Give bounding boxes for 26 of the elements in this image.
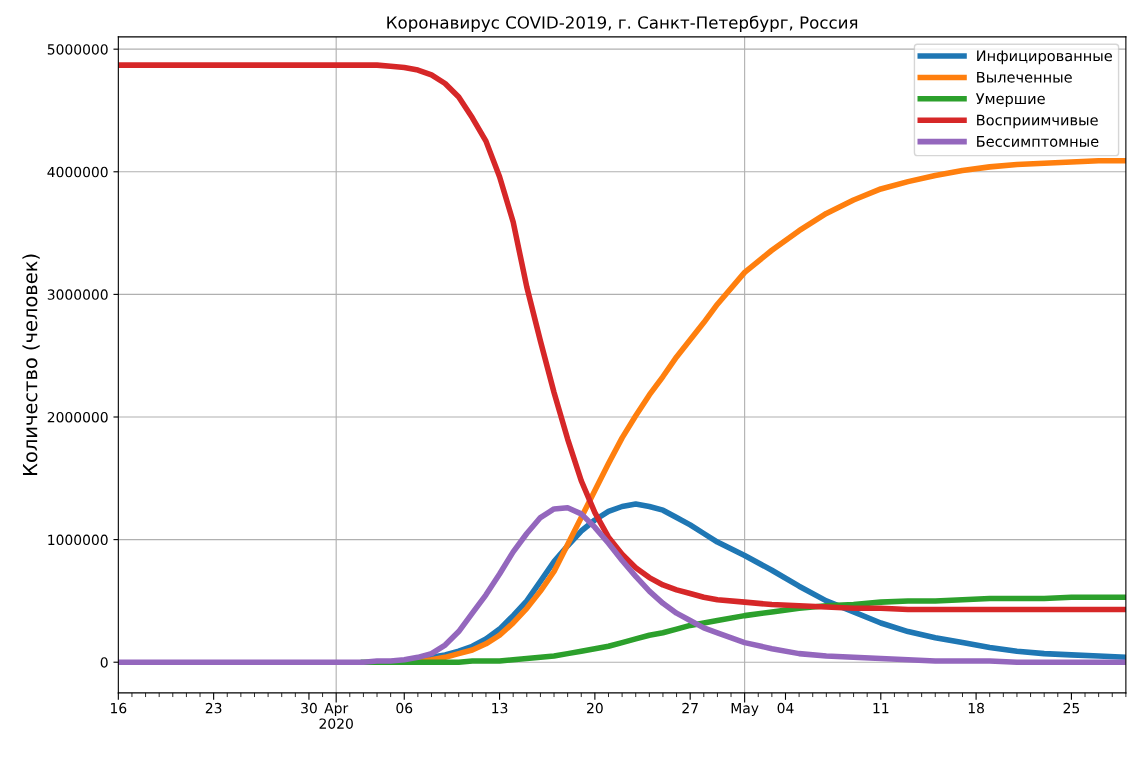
y-tick-label: 4000000 [47, 166, 108, 178]
legend-label: Восприимчивые [977, 114, 1098, 129]
x-tick-label: May [731, 703, 759, 717]
x-tick-label: 13 [492, 702, 508, 714]
x-tick-label: 18 [968, 702, 984, 714]
x-tick-label: 06 [396, 702, 413, 714]
y-axis-title: Количество (человек) [22, 254, 40, 475]
y-tick-label: 2000000 [47, 411, 108, 423]
x-tick-label: 23 [205, 702, 222, 714]
x-tick-label: 11 [873, 703, 889, 714]
x-tick-label: 25 [1063, 702, 1080, 714]
legend-label: Умершие [975, 93, 1045, 107]
x-tick-label: 20 [587, 702, 603, 714]
y-tick-label: 0 [100, 657, 108, 668]
legend-label: Вылеченные [977, 71, 1072, 83]
x-tick-label: 27 [682, 702, 698, 714]
y-tick-label: 5000000 [47, 44, 108, 55]
x-tick-label: Apr 2020 [319, 703, 353, 729]
legend-label: Инфицированные [977, 50, 1112, 65]
chart-title: Коронавирус COVID-2019, г. Санкт-Петербург, Россия [387, 15, 858, 33]
x-tick-label: 04 [777, 702, 794, 714]
x-tick-label: 16 [111, 702, 127, 714]
legend-label: Бессимптомные [977, 136, 1099, 147]
y-tick-label: 1000000 [48, 534, 108, 546]
y-tick-label: 3000000 [47, 289, 108, 300]
x-tick-label: 30 [301, 702, 317, 714]
